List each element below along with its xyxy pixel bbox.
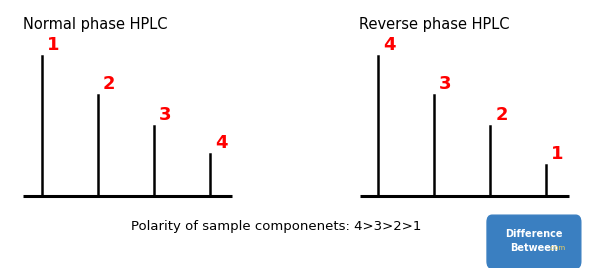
Text: 1: 1 [551,145,564,163]
Text: 2: 2 [495,106,508,124]
Text: Between: Between [510,243,558,253]
Text: Polarity of sample componenets: 4>3>2>1: Polarity of sample componenets: 4>3>2>1 [131,220,421,233]
Text: 4: 4 [215,134,227,151]
Text: Reverse phase HPLC: Reverse phase HPLC [359,17,509,32]
Text: 4: 4 [383,36,396,54]
Text: .com: .com [548,245,565,251]
Text: 1: 1 [47,36,59,54]
Text: 3: 3 [439,75,451,93]
FancyBboxPatch shape [487,215,581,268]
Text: 2: 2 [103,75,115,93]
Text: 3: 3 [159,106,172,124]
Text: Normal phase HPLC: Normal phase HPLC [23,17,168,32]
Text: Difference: Difference [505,229,563,239]
